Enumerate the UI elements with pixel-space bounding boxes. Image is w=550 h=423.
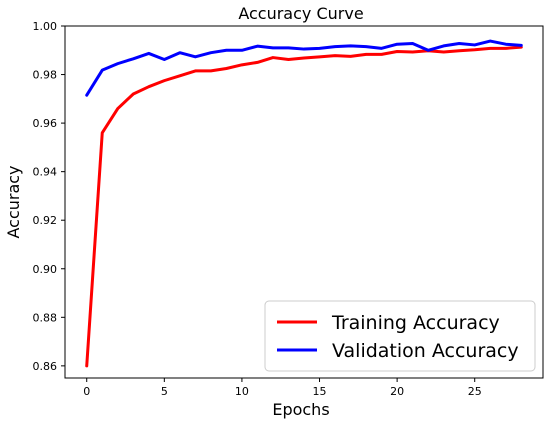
training-accuracy-line	[85, 45, 523, 368]
legend-training-label: Training Accuracy	[331, 312, 500, 334]
x-axis-label: Epochs	[272, 400, 329, 419]
y-tick-label: 0.98	[33, 69, 58, 82]
legend-box	[264, 300, 536, 372]
y-axis-ticks: 0.86 0.88 0.90 0.92 0.94 0.96 0.98 1.00	[33, 20, 65, 373]
y-tick-label: 0.88	[33, 311, 58, 324]
x-tick-label: 10	[235, 385, 249, 398]
y-tick-label: 1.00	[33, 20, 58, 33]
series-layer	[85, 39, 523, 368]
x-tick-label: 20	[390, 385, 404, 398]
x-tick-label: 0	[83, 385, 90, 398]
validation-accuracy-line	[85, 39, 523, 97]
y-tick-label: 0.96	[33, 117, 58, 130]
plot-frame	[64, 25, 544, 379]
y-tick-label: 0.86	[33, 360, 58, 373]
y-tick-label: 0.92	[33, 214, 58, 227]
legend: Training Accuracy Validation Accuracy	[264, 300, 536, 372]
x-tick-label: 15	[313, 385, 327, 398]
chart-title: Accuracy Curve	[238, 4, 363, 23]
x-tick-label: 25	[468, 385, 482, 398]
x-axis-ticks: 0 5 10 15 20 25	[83, 378, 482, 398]
y-tick-label: 0.90	[33, 263, 58, 276]
y-axis-label: Accuracy	[4, 165, 23, 238]
x-tick-label: 5	[161, 385, 168, 398]
legend-validation-label: Validation Accuracy	[332, 340, 519, 362]
y-tick-label: 0.94	[33, 166, 58, 179]
